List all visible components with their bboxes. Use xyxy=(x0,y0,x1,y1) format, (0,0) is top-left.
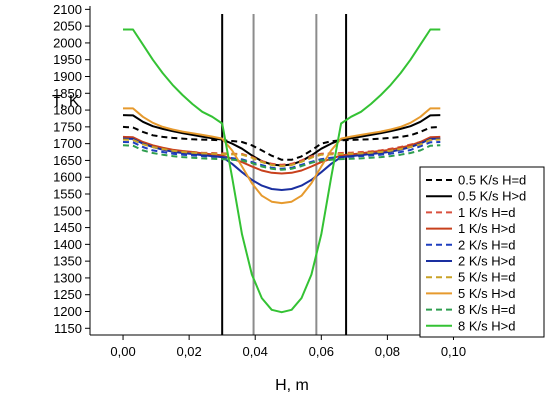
series-line xyxy=(122,125,441,161)
series-lines xyxy=(122,28,441,314)
y-tick-label: 1350 xyxy=(53,254,82,269)
y-tick-label: 1550 xyxy=(53,187,82,202)
legend: 0.5 K/s H=d0.5 K/s H>d1 K/s H=d1 K/s H>d… xyxy=(419,166,545,338)
y-ticks: 1150120012501300135014001450150015501600… xyxy=(53,2,90,336)
axes xyxy=(89,6,470,336)
legend-label: 1 K/s H>d xyxy=(458,221,515,236)
y-tick-label: 1850 xyxy=(53,86,82,101)
y-tick-label: 2050 xyxy=(53,19,82,34)
x-tick-label: 0,04 xyxy=(243,344,268,359)
series-line xyxy=(123,28,441,314)
legend-label: 1 K/s H=d xyxy=(458,205,515,220)
series-line xyxy=(122,138,441,168)
series-line xyxy=(123,107,441,205)
series-line xyxy=(122,114,441,167)
x-tick-label: 0,08 xyxy=(375,344,400,359)
x-axis-title: H, m xyxy=(275,377,309,394)
legend-label: 8 K/s H>d xyxy=(458,318,515,333)
y-tick-label: 1150 xyxy=(54,321,82,336)
y-tick-label: 1500 xyxy=(53,203,82,218)
y-tick-label: 2100 xyxy=(53,2,82,17)
legend-label: 5 K/s H=d xyxy=(458,270,515,285)
legend-label: 0.5 K/s H=d xyxy=(458,173,526,188)
y-tick-label: 1700 xyxy=(53,136,82,151)
y-tick-label: 2000 xyxy=(53,35,82,50)
y-tick-label: 1650 xyxy=(53,153,82,168)
y-tick-label: 1250 xyxy=(53,287,82,302)
y-tick-label: 1300 xyxy=(53,270,82,285)
y-tick-label: 1800 xyxy=(53,103,82,118)
series-line xyxy=(122,144,441,171)
x-tick-label: 0,06 xyxy=(309,344,334,359)
y-tick-label: 1400 xyxy=(53,237,82,252)
x-tick-label: 0,10 xyxy=(441,344,466,359)
y-tick-label: 1450 xyxy=(53,220,82,235)
x-ticks: 0,00 0,02 0,04 0,06 0,08 0,10 xyxy=(110,335,466,359)
legend-label: 5 K/s H>d xyxy=(458,286,515,301)
legend-label: 0.5 K/s H>d xyxy=(458,189,526,204)
y-tick-label: 1900 xyxy=(53,69,82,84)
y-tick-label: 1200 xyxy=(53,304,82,319)
x-tick-label: 0,00 xyxy=(110,344,135,359)
legend-label: 2 K/s H=d xyxy=(458,237,515,252)
vertical-marker-lines xyxy=(221,14,348,335)
legend-label: 8 K/s H=d xyxy=(458,302,515,317)
y-axis-title: T, K xyxy=(52,93,80,110)
x-tick-label: 0,02 xyxy=(176,344,201,359)
y-tick-label: 1750 xyxy=(53,119,82,134)
y-tick-label: 1600 xyxy=(53,170,82,185)
legend-label: 2 K/s H>d xyxy=(458,254,515,269)
y-tick-label: 1950 xyxy=(53,52,82,67)
